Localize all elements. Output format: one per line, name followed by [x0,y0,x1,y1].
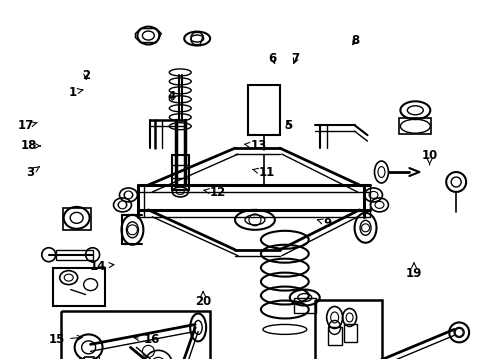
Bar [314,300,382,360]
Bar [62,208,90,230]
Bar [327,328,341,345]
Circle shape [124,191,132,199]
Text: 4: 4 [167,90,175,103]
Text: 11: 11 [252,166,274,179]
Text: 18: 18 [21,139,40,152]
Text: 13: 13 [244,139,266,152]
Text: 16: 16 [134,333,160,346]
Bar [247,85,279,135]
Text: 7: 7 [291,52,299,65]
Text: 19: 19 [405,263,421,280]
Text: 3: 3 [26,166,40,179]
Bar [61,311,210,360]
Bar [83,357,93,360]
Bar [56,250,92,260]
Text: 15: 15 [49,333,82,346]
Bar [172,155,189,190]
Text: 8: 8 [351,33,359,47]
Text: 9: 9 [317,216,331,230]
Bar [293,298,315,314]
Text: 5: 5 [284,119,292,132]
Text: 20: 20 [195,292,211,309]
Bar [343,324,356,342]
Text: 12: 12 [203,186,225,199]
Bar [53,268,104,306]
Text: 17: 17 [18,119,37,132]
Bar [399,118,430,134]
Text: 2: 2 [82,69,90,82]
Text: 1: 1 [69,86,82,99]
Circle shape [118,201,126,209]
Text: 14: 14 [90,260,114,273]
Text: 6: 6 [268,52,276,65]
Text: 10: 10 [421,149,437,165]
